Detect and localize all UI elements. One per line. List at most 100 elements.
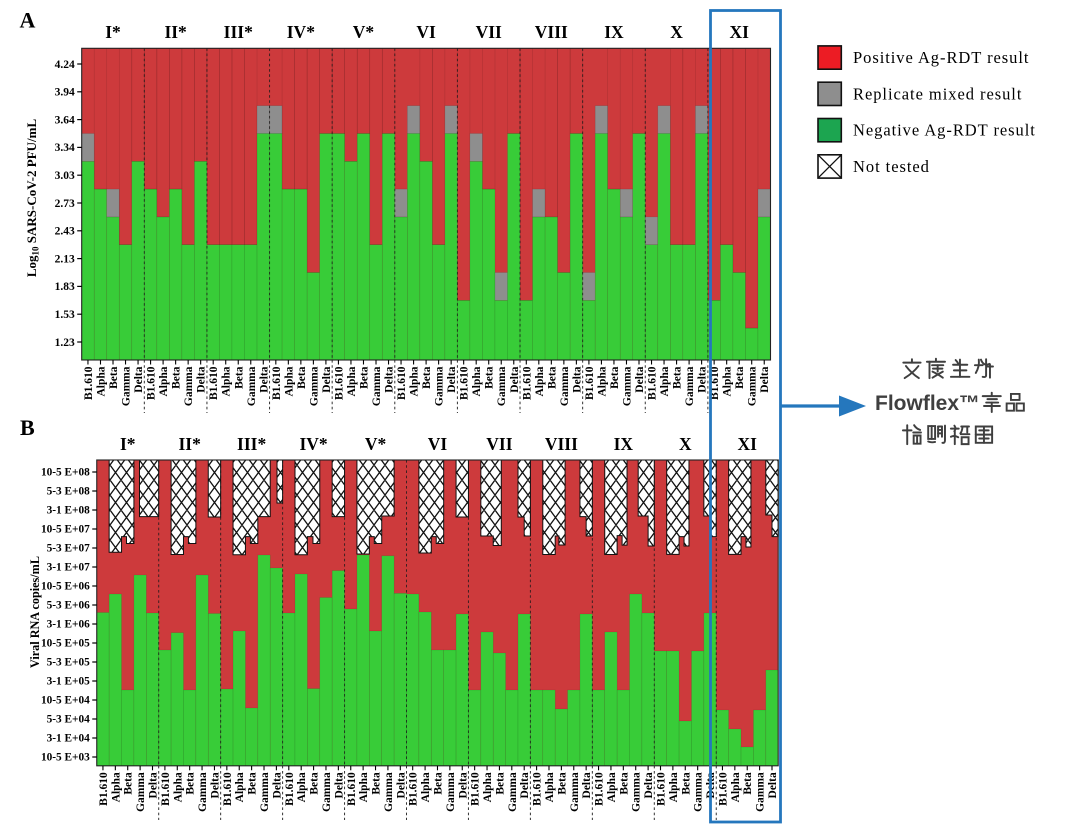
svg-text:Delta: Delta — [759, 366, 771, 392]
svg-text:Gamma: Gamma — [383, 772, 395, 812]
svg-text:Beta: Beta — [233, 366, 245, 389]
svg-text:Gamma: Gamma — [246, 366, 258, 406]
svg-text:Delta: Delta — [321, 366, 333, 392]
svg-text:3-1 E+05: 3-1 E+05 — [47, 676, 91, 688]
svg-text:2.73: 2.73 — [55, 198, 75, 210]
svg-text:Gamma: Gamma — [693, 772, 705, 812]
svg-text:3-1 E+07: 3-1 E+07 — [47, 562, 91, 574]
svg-text:Delta: Delta — [196, 366, 208, 392]
svg-text:10-5 E+07: 10-5 E+07 — [41, 524, 90, 536]
svg-text:5-3 E+05: 5-3 E+05 — [47, 657, 91, 669]
svg-text:1.53: 1.53 — [55, 309, 75, 321]
svg-text:Alpha: Alpha — [110, 772, 122, 802]
svg-text:Delta: Delta — [333, 772, 345, 798]
svg-text:B1.610: B1.610 — [346, 772, 358, 806]
svg-text:B1.610: B1.610 — [98, 772, 110, 806]
svg-text:1.83: 1.83 — [55, 281, 75, 293]
svg-text:Gamma: Gamma — [445, 772, 457, 812]
svg-text:III*: III* — [237, 434, 266, 454]
svg-text:Alpha: Alpha — [358, 772, 370, 802]
svg-text:VI: VI — [428, 434, 448, 454]
svg-text:Alpha: Alpha — [296, 772, 308, 802]
svg-text:VIII: VIII — [535, 22, 568, 42]
svg-text:B1.610: B1.610 — [532, 772, 544, 806]
svg-text:4.24: 4.24 — [55, 59, 75, 71]
svg-text:Delta: Delta — [634, 366, 646, 392]
svg-text:Alpha: Alpha — [420, 772, 432, 802]
svg-text:XI: XI — [738, 434, 758, 454]
svg-text:Gamma: Gamma — [631, 772, 643, 812]
svg-text:VI: VI — [416, 22, 436, 42]
svg-text:Gamma: Gamma — [197, 772, 209, 812]
svg-text:II*: II* — [164, 22, 187, 42]
svg-text:Beta: Beta — [171, 366, 183, 389]
svg-text:VII: VII — [486, 434, 512, 454]
svg-text:2.13: 2.13 — [55, 253, 75, 265]
svg-text:3.64: 3.64 — [55, 114, 75, 126]
svg-text:Positive Ag-RDT result: Positive Ag-RDT result — [853, 48, 1029, 67]
svg-text:B1.610: B1.610 — [521, 366, 533, 400]
svg-text:Beta: Beta — [185, 772, 197, 795]
svg-text:10-5 E+06: 10-5 E+06 — [41, 581, 90, 593]
svg-text:B1.610: B1.610 — [284, 772, 296, 806]
svg-text:Beta: Beta — [546, 366, 558, 389]
svg-text:IV*: IV* — [299, 434, 327, 454]
svg-text:Delta: Delta — [697, 366, 709, 392]
svg-text:Beta: Beta — [494, 772, 506, 795]
svg-text:Alpha: Alpha — [659, 366, 671, 396]
svg-text:IX: IX — [614, 434, 634, 454]
svg-text:Delta: Delta — [271, 772, 283, 798]
svg-text:Gamma: Gamma — [434, 366, 446, 406]
svg-text:Beta: Beta — [371, 772, 383, 795]
svg-text:B1.610: B1.610 — [160, 772, 172, 806]
svg-text:1.23: 1.23 — [55, 337, 75, 349]
svg-text:Delta: Delta — [571, 366, 583, 392]
svg-text:Delta: Delta — [395, 772, 407, 798]
svg-text:3.34: 3.34 — [55, 142, 75, 154]
svg-text:B1.610: B1.610 — [656, 772, 668, 806]
svg-text:B1.610: B1.610 — [594, 772, 606, 806]
svg-text:Alpha: Alpha — [722, 366, 734, 396]
svg-text:Gamma: Gamma — [621, 366, 633, 406]
svg-text:Gamma: Gamma — [559, 366, 571, 406]
svg-text:Beta: Beta — [742, 772, 754, 795]
svg-text:I*: I* — [105, 22, 121, 42]
svg-text:Beta: Beta — [108, 366, 120, 389]
svg-text:Delta: Delta — [133, 366, 145, 392]
svg-text:Gamma: Gamma — [259, 772, 271, 812]
svg-text:B1.610: B1.610 — [333, 366, 345, 400]
svg-text:Beta: Beta — [734, 366, 746, 389]
svg-text:Gamma: Gamma — [135, 772, 147, 812]
svg-text:Alpha: Alpha — [283, 366, 295, 396]
svg-text:5-3 E+06: 5-3 E+06 — [47, 600, 91, 612]
svg-text:Alpha: Alpha — [95, 366, 107, 396]
svg-text:B1.610: B1.610 — [459, 366, 471, 400]
svg-text:Delta: Delta — [258, 366, 270, 392]
svg-text:Beta: Beta — [123, 772, 135, 795]
svg-text:B: B — [20, 415, 35, 440]
svg-text:Beta: Beta — [484, 366, 496, 389]
svg-text:3.03: 3.03 — [55, 170, 75, 182]
svg-text:B1.610: B1.610 — [396, 366, 408, 400]
svg-text:Gamma: Gamma — [371, 366, 383, 406]
svg-text:X: X — [679, 434, 692, 454]
svg-text:Gamma: Gamma — [496, 366, 508, 406]
svg-text:Delta: Delta — [581, 772, 593, 798]
svg-text:Gamma: Gamma — [321, 772, 333, 812]
svg-text:Alpha: Alpha — [346, 366, 358, 396]
svg-text:2.43: 2.43 — [55, 226, 75, 238]
svg-text:Delta: Delta — [148, 772, 160, 798]
svg-text:Gamma: Gamma — [684, 366, 696, 406]
svg-text:10-5 E+08: 10-5 E+08 — [41, 467, 90, 479]
svg-text:10-5 E+03: 10-5 E+03 — [41, 752, 90, 764]
svg-text:X: X — [670, 22, 683, 42]
svg-text:5-3 E+04: 5-3 E+04 — [47, 714, 91, 726]
svg-text:V*: V* — [365, 434, 387, 454]
svg-text:3.94: 3.94 — [55, 87, 75, 99]
svg-text:Gamma: Gamma — [507, 772, 519, 812]
svg-text:Alpha: Alpha — [606, 772, 618, 802]
svg-text:Beta: Beta — [309, 772, 321, 795]
svg-text:Delta: Delta — [767, 772, 779, 798]
svg-text:Gamma: Gamma — [747, 366, 759, 406]
svg-text:B1.610: B1.610 — [222, 772, 234, 806]
